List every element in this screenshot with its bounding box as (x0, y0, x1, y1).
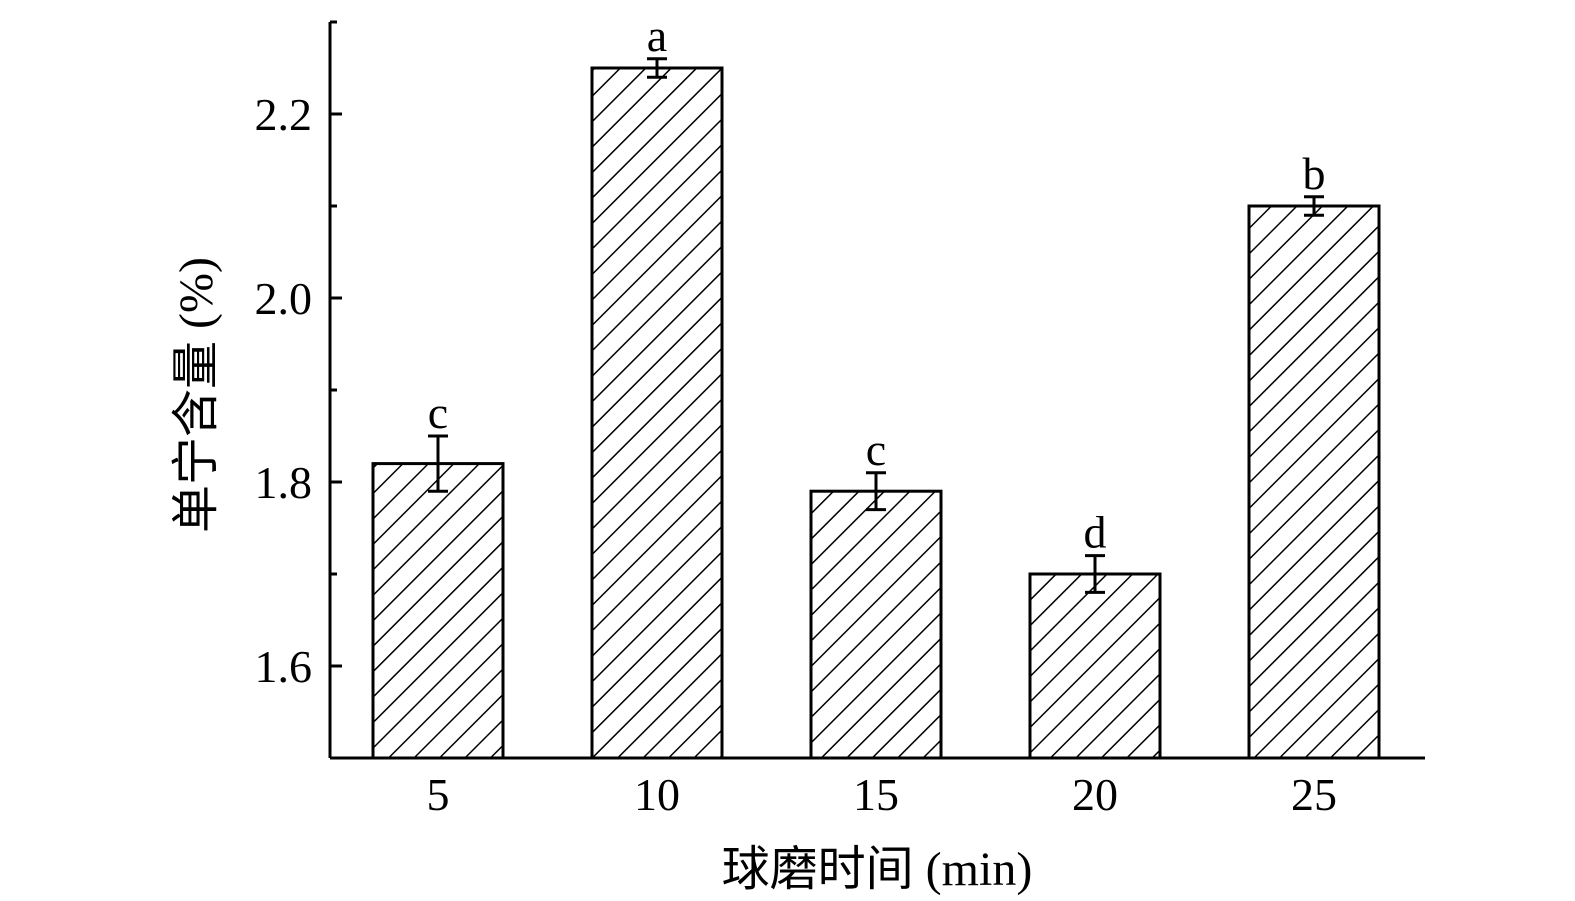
x-tick-label: 10 (634, 769, 680, 820)
bar-25 (1247, 204, 1381, 760)
y-tick-label: 1.6 (255, 641, 313, 692)
error-bar-20 (1085, 554, 1105, 594)
error-bar-25 (1304, 195, 1324, 217)
x-axis-title: 球磨时间 (min) (722, 843, 1033, 896)
bar-5 (371, 462, 505, 760)
significance-label-25: b (1303, 148, 1326, 199)
y-tick-label: 2.0 (255, 273, 313, 324)
y-axis-title: 单宁含量 (%) (170, 257, 223, 533)
significance-label-10: a (647, 10, 667, 61)
significance-label-5: c (428, 387, 448, 438)
bar-20 (1028, 572, 1162, 760)
significance-label-15: c (866, 424, 886, 475)
y-tick-label: 2.2 (255, 89, 313, 140)
bar-10 (590, 66, 724, 760)
significance-label-20: d (1084, 507, 1107, 558)
error-bar-15 (866, 471, 886, 512)
x-tick-label: 5 (427, 769, 450, 820)
error-bar-5 (428, 434, 448, 493)
bar-15 (809, 489, 943, 760)
error-bar-10 (647, 57, 667, 79)
x-tick-label: 25 (1291, 769, 1337, 820)
x-tick-label: 20 (1072, 769, 1118, 820)
x-tick-label: 15 (853, 769, 899, 820)
y-tick-label: 1.8 (255, 457, 313, 508)
